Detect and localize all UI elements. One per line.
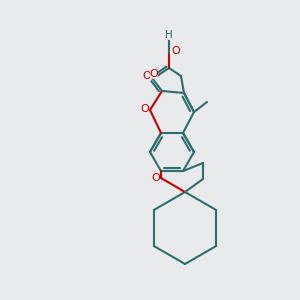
Text: O: O — [142, 71, 152, 81]
Text: O: O — [152, 173, 160, 183]
Text: O: O — [150, 69, 158, 79]
Text: O: O — [141, 104, 149, 114]
Text: O: O — [172, 46, 180, 56]
Text: H: H — [165, 30, 173, 40]
